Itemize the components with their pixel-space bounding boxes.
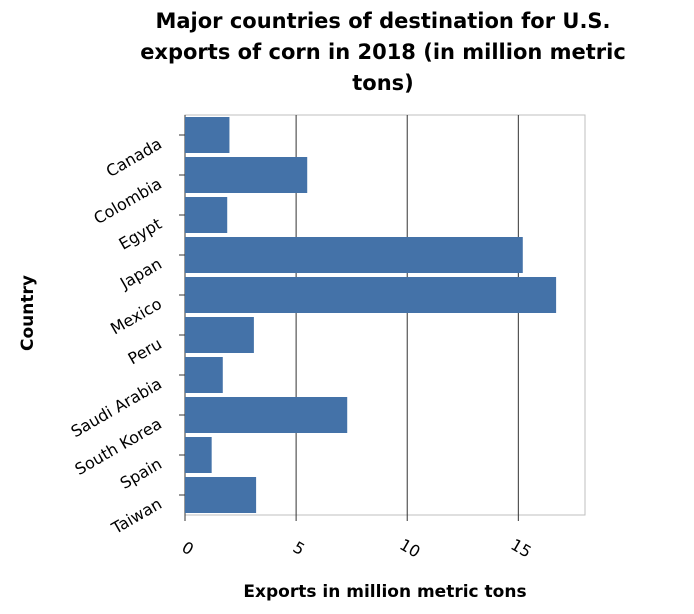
bar-spain [185, 437, 212, 473]
x-axis-ticks: 0 5 10 15 [179, 535, 535, 562]
bar-saudi-arabia [185, 357, 223, 393]
chart-title-line-3: tons) [352, 71, 414, 95]
y-tick-label: Peru [125, 334, 165, 368]
bar-peru [185, 317, 254, 353]
y-tick-label: Taiwan [108, 494, 165, 538]
y-axis-title: Country [18, 275, 38, 351]
bar-egypt [185, 197, 228, 233]
chart-title-line-1: Major countries of destination for U.S. [155, 9, 610, 33]
y-tick-label: Spain [117, 454, 165, 493]
bar-colombia [185, 157, 308, 193]
bar-south-korea [185, 397, 348, 433]
y-tick-label: Mexico [107, 294, 165, 338]
bar-taiwan [185, 477, 257, 513]
x-tick-label: 5 [290, 537, 308, 559]
y-tick-label: Japan [116, 254, 165, 293]
bar-mexico [185, 277, 557, 313]
y-tick-label: Egypt [116, 214, 165, 254]
y-axis-ticks: CanadaColombiaEgyptJapanMexicoPeruSaudi … [68, 134, 185, 538]
y-tick-label: Canada [103, 134, 165, 181]
bar-japan [185, 237, 523, 273]
x-tick-label: 10 [396, 535, 423, 562]
bar-canada [185, 117, 230, 153]
x-tick-label: 0 [179, 537, 197, 559]
chart-title-line-2: exports of corn in 2018 (in million metr… [140, 40, 626, 64]
bars [185, 117, 557, 513]
x-tick-label: 15 [508, 535, 535, 562]
x-axis-title: Exports in million metric tons [243, 582, 526, 602]
